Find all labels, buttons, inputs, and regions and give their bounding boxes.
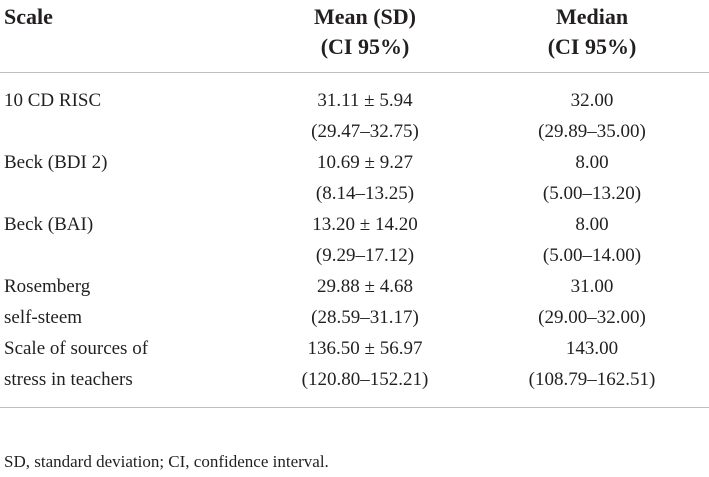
header-median-line1: Median	[555, 4, 629, 29]
median-ci: (29.89–35.00)	[538, 121, 646, 142]
table-row: 10 CD RISC 31.11 ± 5.94 (29.47–32.75) 32…	[0, 73, 709, 148]
median-value: 8.00	[575, 152, 609, 173]
mean-cell: 136.50 ± 56.97 (120.80–152.21)	[255, 333, 475, 408]
mean-value: 13.20 ± 14.20	[312, 214, 418, 235]
mean-ci: (8.14–13.25)	[315, 183, 415, 204]
header-scale-label: Scale	[4, 4, 53, 29]
mean-cell: 13.20 ± 14.20 (9.29–17.12)	[255, 209, 475, 271]
header-median-line2: (CI 95%)	[547, 34, 637, 59]
median-value: 31.00	[570, 276, 614, 297]
mean-ci: (120.80–152.21)	[301, 369, 429, 390]
table-row: Rosemberg self-steem 29.88 ± 4.68 (28.59…	[0, 271, 709, 333]
row-label: Beck (BAI)	[4, 214, 94, 235]
row-label-cell: Beck (BDI 2)	[0, 147, 255, 209]
header-mean-line1: Mean (SD)	[313, 4, 417, 29]
mean-cell: 10.69 ± 9.27 (8.14–13.25)	[255, 147, 475, 209]
median-ci: (5.00–13.20)	[542, 183, 642, 204]
table-row: Beck (BDI 2) 10.69 ± 9.27 (8.14–13.25) 8…	[0, 147, 709, 209]
median-value: 32.00	[570, 90, 614, 111]
mean-value: 10.69 ± 9.27	[317, 152, 413, 173]
row-label-line2: self-steem	[4, 307, 83, 328]
header-mean: Mean (SD) (CI 95%)	[255, 0, 475, 73]
header-mean-line2: (CI 95%)	[320, 34, 410, 59]
header-median: Median (CI 95%)	[475, 0, 709, 73]
table-row: Scale of sources of stress in teachers 1…	[0, 333, 709, 408]
mean-ci: (28.59–31.17)	[311, 307, 419, 328]
median-cell: 8.00 (5.00–14.00)	[475, 209, 709, 271]
median-cell: 31.00 (29.00–32.00)	[475, 271, 709, 333]
row-label-cell: Rosemberg self-steem	[0, 271, 255, 333]
mean-cell: 29.88 ± 4.68 (28.59–31.17)	[255, 271, 475, 333]
median-cell: 8.00 (5.00–13.20)	[475, 147, 709, 209]
header-scale: Scale	[0, 0, 255, 73]
mean-value: 29.88 ± 4.68	[317, 276, 413, 297]
median-cell: 32.00 (29.89–35.00)	[475, 73, 709, 148]
row-label-cell: Scale of sources of stress in teachers	[0, 333, 255, 408]
table-row: Beck (BAI) 13.20 ± 14.20 (9.29–17.12) 8.…	[0, 209, 709, 271]
row-label: Beck (BDI 2)	[4, 152, 108, 173]
mean-cell: 31.11 ± 5.94 (29.47–32.75)	[255, 73, 475, 148]
mean-ci: (9.29–17.12)	[315, 245, 415, 266]
median-ci: (29.00–32.00)	[538, 307, 646, 328]
row-label-line2: stress in teachers	[4, 369, 133, 390]
mean-value: 31.11 ± 5.94	[317, 90, 413, 111]
table-footnote: SD, standard deviation; CI, confidence i…	[4, 452, 329, 471]
row-label-line1: Scale of sources of	[4, 338, 149, 359]
data-table-container: Scale Mean (SD) (CI 95%) Median (CI 95%)…	[0, 0, 709, 408]
median-value: 8.00	[575, 214, 609, 235]
row-label-cell: Beck (BAI)	[0, 209, 255, 271]
table-header-row: Scale Mean (SD) (CI 95%) Median (CI 95%)	[0, 0, 709, 73]
median-cell: 143.00 (108.79–162.51)	[475, 333, 709, 408]
row-label: 10 CD RISC	[4, 90, 102, 111]
mean-ci: (29.47–32.75)	[311, 121, 419, 142]
median-ci: (5.00–14.00)	[542, 245, 642, 266]
statistics-table: Scale Mean (SD) (CI 95%) Median (CI 95%)…	[0, 0, 709, 408]
row-label-line1: Rosemberg	[4, 276, 91, 297]
row-label-cell: 10 CD RISC	[0, 73, 255, 148]
mean-value: 136.50 ± 56.97	[307, 338, 423, 359]
median-value: 143.00	[565, 338, 619, 359]
median-ci: (108.79–162.51)	[528, 369, 656, 390]
